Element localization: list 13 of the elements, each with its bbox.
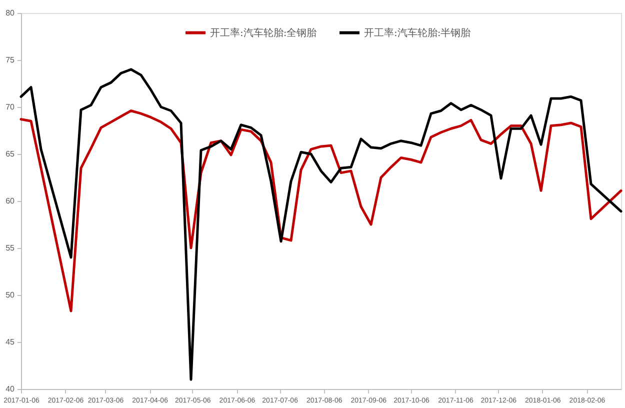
y-tick-label: 45 (6, 338, 16, 346)
y-tick-label: 60 (6, 196, 16, 206)
y-tick-label: 50 (6, 290, 16, 300)
y-tick-label: 80 (6, 8, 16, 18)
line-series (20, 68, 622, 381)
y-tick-label: 55 (6, 244, 16, 252)
y-tick-label: 75 (6, 56, 16, 64)
y-tick-label: 40 (6, 384, 16, 394)
y-tick-label: 70 (6, 102, 16, 112)
line-series (20, 110, 622, 312)
y-tick-label: 65 (6, 150, 16, 158)
legend-label: 开工率:汽车轮胎:半钢胎 (364, 26, 471, 39)
legend-label: 开工率:汽车轮胎:全钢胎 (210, 26, 317, 39)
